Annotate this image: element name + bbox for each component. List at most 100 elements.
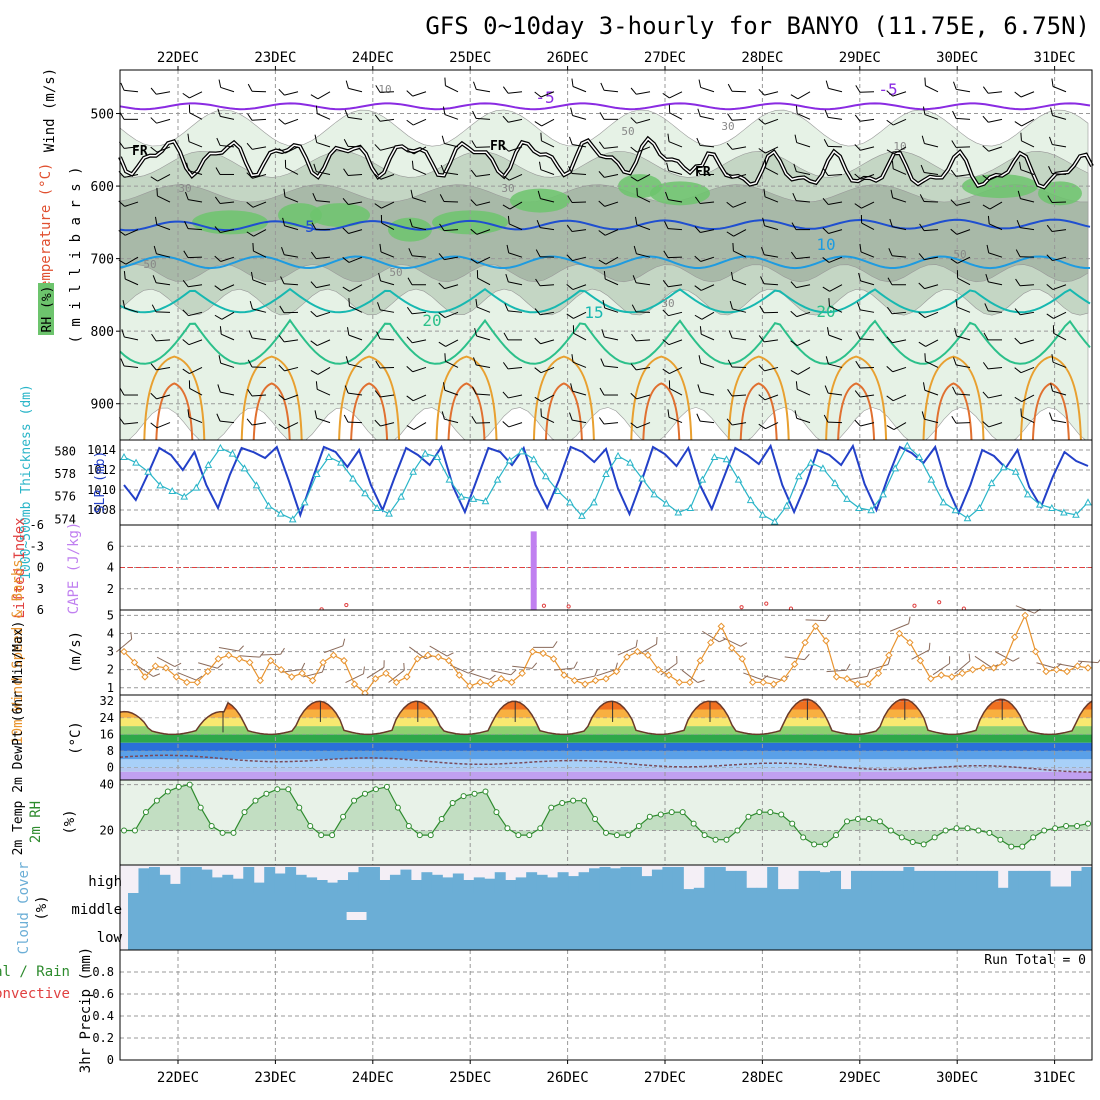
wind-barb-flag <box>247 359 253 368</box>
cloud-high-bar <box>274 873 286 893</box>
surface-wind-barb-flag <box>383 660 385 668</box>
wind-barb-flag <box>406 119 414 126</box>
wind-barb-shaft <box>252 201 267 208</box>
wind-barb <box>696 137 715 148</box>
wind-barb <box>886 422 907 431</box>
wind-barb-flag <box>758 394 766 401</box>
wind-tick-label: 3 <box>107 645 114 659</box>
cloud-high-bar <box>1071 870 1083 893</box>
wind-barb-flag <box>278 335 285 343</box>
wind-barb-flag <box>919 223 925 231</box>
thickness-marker <box>843 494 851 502</box>
wind-barb-shaft <box>764 394 779 401</box>
wind-barb <box>567 195 587 204</box>
cloud-high-bar <box>809 870 821 893</box>
temperature-axis-label: Temperature (°C) <box>38 163 54 298</box>
wind-barb-flag <box>630 146 638 153</box>
surface-wind-barb-flag <box>342 638 346 646</box>
bottom-date-label: 22DEC <box>157 1070 199 1086</box>
wind-barb <box>1017 190 1035 203</box>
wind-barb-flag <box>441 411 445 420</box>
warm-isotherm-arch <box>825 355 888 441</box>
wind-barb <box>505 274 523 286</box>
thickness-marker <box>132 458 140 466</box>
wind-barb-shaft <box>125 278 139 286</box>
wind-barb-flag <box>407 277 413 285</box>
wind-barb-shaft <box>476 335 491 341</box>
wind-barb-shaft <box>892 339 907 344</box>
thickness-marker <box>1011 467 1020 475</box>
wind-barb-shaft <box>636 91 651 95</box>
wind-barb-shaft <box>252 146 267 150</box>
wind-barb-shaft <box>413 422 427 431</box>
wind-barb-shaft <box>1020 91 1035 98</box>
wind-barb-flag <box>343 168 349 176</box>
wind-barb-flag <box>886 149 895 155</box>
wind-barb-flag <box>502 145 510 152</box>
wind-barb-shaft <box>476 229 491 235</box>
wind-barb-flag <box>694 285 702 291</box>
wind-speed-marker <box>853 680 862 688</box>
cloud-high-bar <box>348 872 360 893</box>
wind-barb <box>698 79 715 93</box>
rh-point <box>887 827 894 834</box>
wind-barb <box>1046 254 1067 262</box>
wind-barb <box>822 197 843 205</box>
wind-barb-shaft <box>988 252 1003 258</box>
wind-barb <box>310 310 331 318</box>
wind-speed-marker <box>487 680 495 688</box>
wind-barb-shaft <box>956 364 971 368</box>
wind-barb <box>122 299 139 313</box>
surface-wind-barb-flag <box>1097 656 1100 663</box>
wind-barb <box>217 108 235 120</box>
cloud-high-bar <box>547 877 559 893</box>
rh-point <box>712 836 719 843</box>
wind-barb <box>823 168 843 176</box>
wind-barb-flag <box>634 216 638 225</box>
thickness-marker <box>686 503 695 511</box>
top-date-label: 23DEC <box>254 50 296 66</box>
wind-barb <box>950 199 971 206</box>
thickness-marker <box>1060 508 1068 516</box>
cloud-middle-low-fill <box>128 893 1092 950</box>
wind-barb <box>152 275 171 286</box>
wind-barb-shaft <box>251 394 267 397</box>
wind-barb <box>216 137 235 148</box>
wind-barb-shaft <box>540 366 555 374</box>
wind-barb-shaft <box>989 174 1003 181</box>
wind-barb-shaft <box>188 141 203 148</box>
surface-wind-barb-flag <box>321 665 326 673</box>
surface-wind-barb-flag <box>130 631 133 640</box>
thickness-marker <box>505 456 514 464</box>
surface-wind-barb <box>218 645 244 652</box>
wind-barb <box>472 110 491 120</box>
wind-barb-shaft <box>925 360 939 368</box>
wind-barb <box>758 422 779 430</box>
thickness-marker <box>999 463 1008 471</box>
wind-barb-flag <box>186 162 190 171</box>
wind-barb-flag <box>408 248 413 256</box>
wind-barb <box>310 251 331 260</box>
thickness-marker <box>204 460 213 468</box>
wind-barb-shaft <box>892 366 907 373</box>
wind-barb-shaft <box>509 174 523 181</box>
wind-barb-flag <box>314 410 318 419</box>
surface-wind-barb-shaft <box>847 675 868 681</box>
wind-barb-shaft <box>412 366 427 373</box>
wind-barb-flag <box>444 77 446 86</box>
wind-barb <box>310 367 331 375</box>
wind-barb-shaft <box>220 201 235 204</box>
wind-barb-flag <box>822 257 830 263</box>
wind-speed-marker <box>392 678 401 687</box>
wind-barb-shaft <box>796 284 811 289</box>
wind-barb-flag <box>854 390 861 398</box>
surface-wind-barb-shaft <box>366 667 385 679</box>
wind-speed-marker <box>424 651 432 659</box>
slp-axis-label: SLP (mb) <box>93 451 108 514</box>
surface-wind-barb-shaft <box>639 643 657 655</box>
surface-wind-barb-flag <box>656 636 658 645</box>
wind-barb-flag <box>598 230 606 236</box>
surface-wind-barb-shaft <box>198 662 218 669</box>
wind-barb-flag <box>854 419 861 427</box>
